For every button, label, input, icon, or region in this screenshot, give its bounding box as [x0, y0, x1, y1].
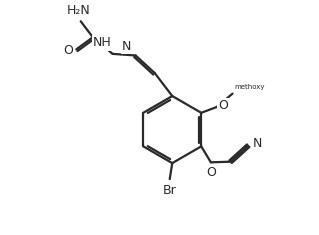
Text: N: N — [253, 137, 262, 150]
Text: O: O — [218, 99, 228, 112]
Text: N: N — [122, 40, 131, 53]
Text: O: O — [63, 44, 73, 58]
Text: H₂N: H₂N — [67, 4, 91, 17]
Text: Br: Br — [163, 184, 177, 197]
Text: O: O — [206, 166, 216, 179]
Text: NH: NH — [93, 36, 112, 49]
Text: methoxy: methoxy — [234, 84, 265, 90]
